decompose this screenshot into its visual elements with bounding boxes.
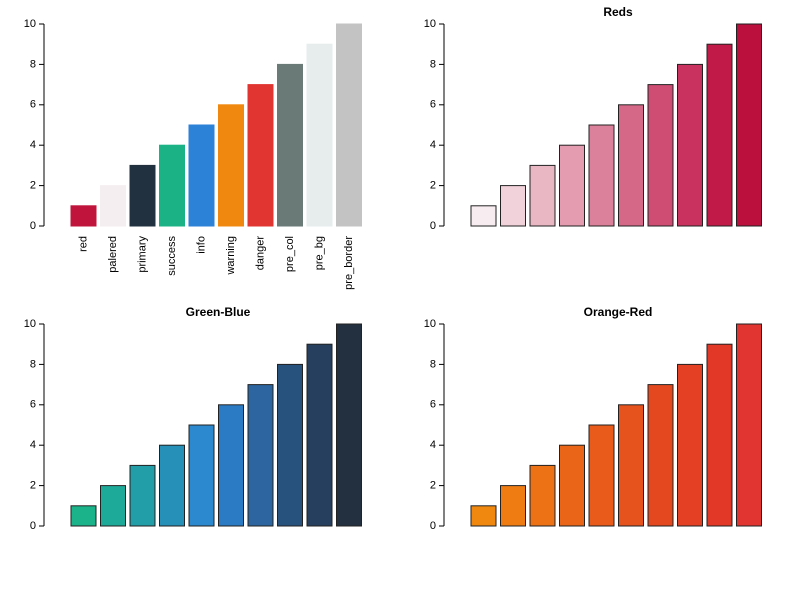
bar — [677, 63, 703, 227]
x-tick-label: red — [77, 236, 89, 252]
y-tick-label: 6 — [30, 99, 36, 111]
bar — [529, 164, 556, 227]
x-tick-label: pre_col — [284, 236, 296, 272]
bar — [159, 144, 185, 227]
bar — [677, 363, 703, 527]
y-tick-label: 6 — [430, 99, 436, 111]
bar — [277, 63, 303, 227]
y-tick-label: 8 — [30, 58, 36, 70]
bar — [470, 505, 497, 527]
y-tick-label: 0 — [430, 220, 436, 232]
y-tick-label: 10 — [24, 18, 36, 30]
bar — [306, 43, 333, 227]
x-tick-label: pre_border — [343, 236, 355, 290]
bar — [100, 485, 126, 527]
y-tick-label: 0 — [30, 520, 36, 532]
bar — [529, 464, 556, 527]
x-tick-label: warning — [225, 236, 237, 276]
y-tick-label: 8 — [430, 358, 436, 370]
bar — [188, 424, 215, 527]
y-tick-label: 2 — [30, 480, 36, 492]
bar — [159, 444, 185, 527]
bar — [736, 23, 762, 227]
y-tick-label: 8 — [430, 58, 436, 70]
bar — [706, 343, 733, 527]
bar — [470, 205, 497, 227]
y-tick-label: 10 — [424, 18, 436, 30]
y-tick-label: 8 — [30, 358, 36, 370]
bar — [500, 185, 526, 227]
bar — [129, 164, 156, 227]
y-tick-label: 2 — [30, 180, 36, 192]
chart-title: Green-Blue — [186, 305, 251, 319]
y-tick-label: 6 — [30, 399, 36, 411]
chart-title: Reds — [603, 5, 633, 19]
bar — [559, 144, 585, 227]
y-tick-label: 10 — [24, 318, 36, 330]
bar — [736, 323, 762, 527]
bar — [336, 23, 362, 227]
bar — [247, 384, 274, 527]
bar — [70, 505, 97, 527]
bar — [647, 84, 674, 227]
y-tick-label: 6 — [430, 399, 436, 411]
bar — [588, 124, 615, 227]
x-tick-label: palered — [107, 236, 119, 273]
x-tick-label: info — [195, 236, 207, 254]
bar — [218, 404, 244, 527]
x-tick-label: success — [166, 236, 178, 276]
bar — [218, 104, 244, 227]
bar — [100, 185, 126, 227]
y-tick-label: 0 — [30, 220, 36, 232]
bar — [70, 205, 97, 227]
y-tick-label: 4 — [430, 139, 436, 151]
bar — [336, 323, 362, 527]
bar — [277, 363, 303, 527]
y-tick-label: 4 — [430, 439, 436, 451]
bar — [706, 43, 733, 227]
y-tick-label: 4 — [30, 139, 36, 151]
y-tick-label: 2 — [430, 180, 436, 192]
bar — [588, 424, 615, 527]
x-tick-label: danger — [254, 236, 266, 271]
bar — [559, 444, 585, 527]
y-tick-label: 4 — [30, 439, 36, 451]
bar — [129, 464, 156, 527]
x-tick-label: pre_bg — [313, 236, 325, 270]
bar — [247, 84, 274, 227]
y-tick-label: 0 — [430, 520, 436, 532]
bar — [306, 343, 333, 527]
x-tick-label: primary — [136, 236, 148, 273]
y-tick-label: 10 — [424, 318, 436, 330]
bar — [618, 104, 644, 227]
bar — [188, 124, 215, 227]
bar — [618, 404, 644, 527]
bar — [500, 485, 526, 527]
bar — [647, 384, 674, 527]
chart-title: Orange-Red — [584, 305, 653, 319]
y-tick-label: 2 — [430, 480, 436, 492]
